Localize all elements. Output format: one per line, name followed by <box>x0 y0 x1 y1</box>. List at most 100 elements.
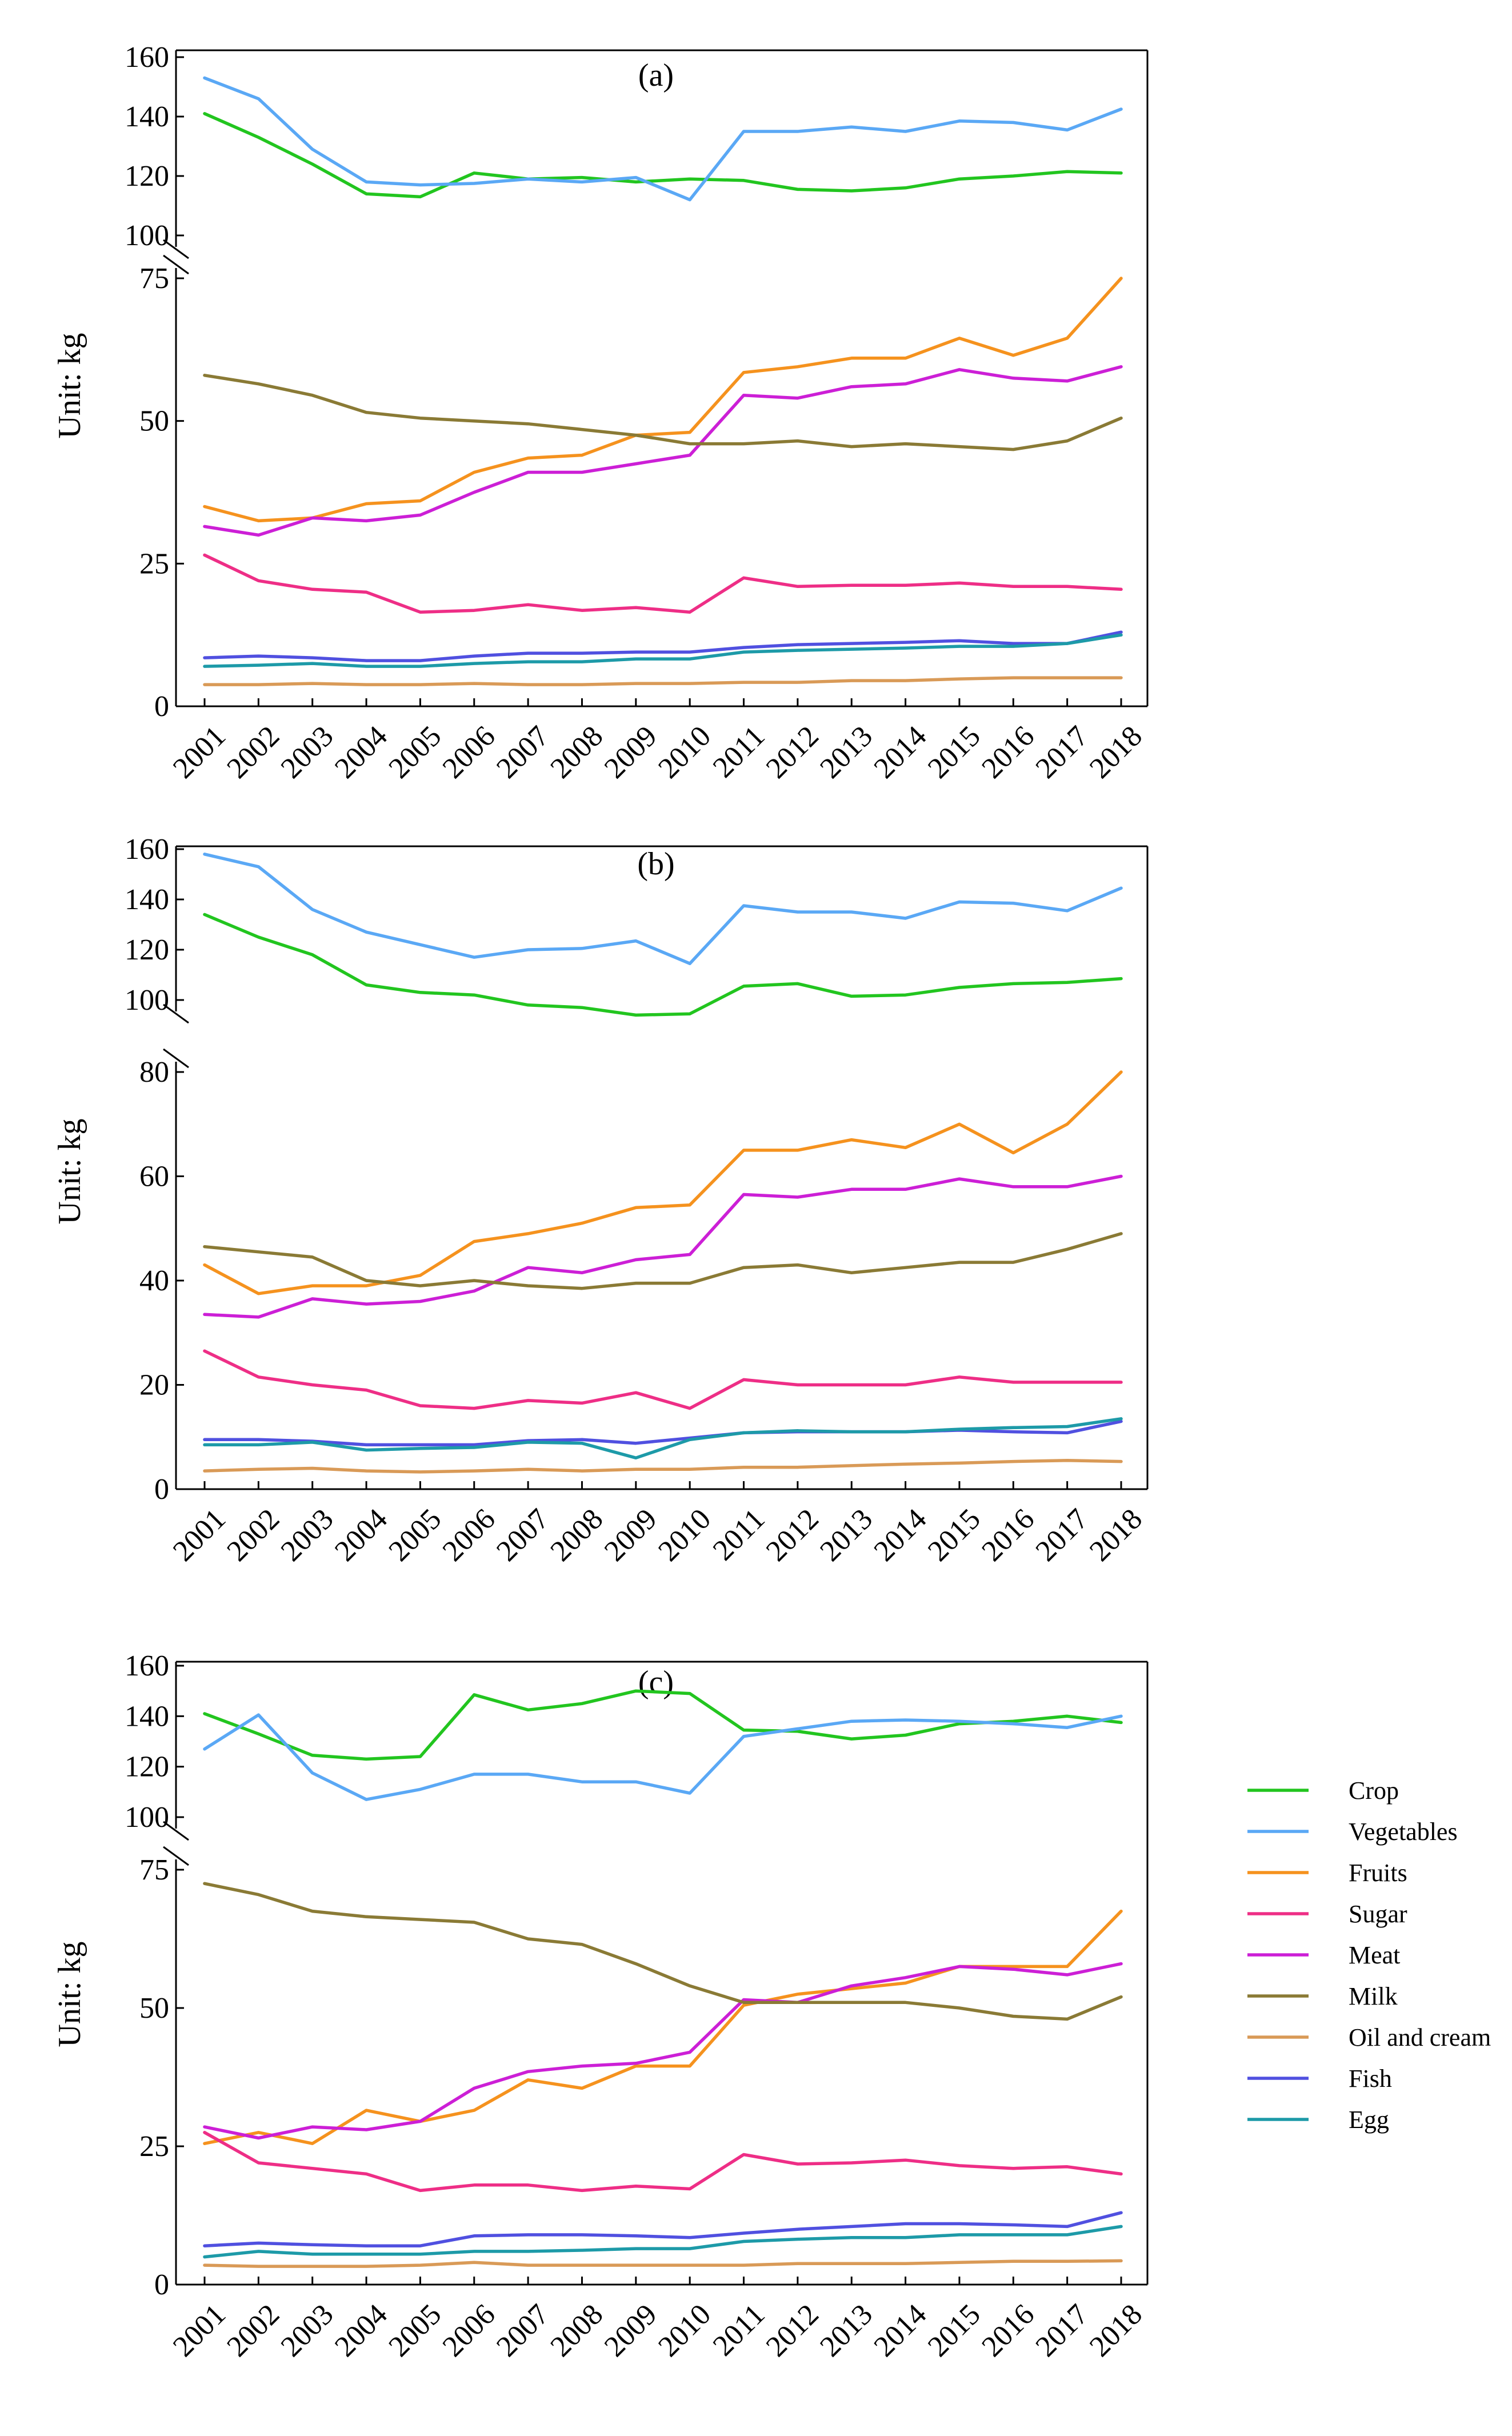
x-tick-label: 2018 <box>1083 720 1149 785</box>
legend-item-crop: Crop <box>1247 1777 1399 1805</box>
series-line-milk <box>203 1882 1123 2021</box>
x-tick-label: 2002 <box>221 2298 286 2363</box>
legend-label: Vegetables <box>1349 1818 1458 1846</box>
x-tick-label: 2001 <box>167 720 232 785</box>
series-line-crop <box>203 112 1123 199</box>
y-tick-label: 100 <box>125 984 169 1017</box>
legend-label: Crop <box>1349 1777 1399 1805</box>
axis-break-upper <box>163 239 189 259</box>
x-tick-label: 2006 <box>437 2298 502 2363</box>
panel-a: 1001201401600255075200120022003200420052… <box>52 41 1149 785</box>
x-tick-label: 2007 <box>490 1503 555 1568</box>
x-tick-label: 2016 <box>975 2298 1041 2363</box>
series-line-vegetables <box>203 76 1123 202</box>
panel-label: (b) <box>637 846 674 882</box>
x-tick-label: 2004 <box>329 2298 394 2363</box>
axis-break-upper <box>163 1821 189 1841</box>
x-tick-label: 2017 <box>1030 720 1095 785</box>
x-tick-label: 2018 <box>1083 1503 1149 1568</box>
y-tick-label: 0 <box>154 1473 169 1506</box>
axis-break-lower <box>163 1048 189 1069</box>
series-line-milk <box>203 1232 1123 1290</box>
series-line-fruits <box>203 1909 1123 2145</box>
x-tick-label: 2015 <box>922 720 987 785</box>
x-tick-label: 2012 <box>760 2298 825 2363</box>
axis-break-lower <box>163 254 189 275</box>
x-tick-label: 2004 <box>329 720 394 785</box>
x-tick-label: 2016 <box>975 720 1041 785</box>
series-line-sugar <box>203 553 1123 614</box>
x-tick-label: 2015 <box>922 1503 987 1568</box>
y-tick-label: 140 <box>125 883 169 916</box>
x-tick-label: 2002 <box>221 720 286 785</box>
legend-label: Oil and cream <box>1349 2023 1491 2051</box>
x-tick-label: 2015 <box>922 2298 987 2363</box>
series-line-fish <box>203 2211 1123 2247</box>
series-line-meat <box>203 365 1123 537</box>
x-tick-label: 2011 <box>707 2298 771 2362</box>
x-tick-label: 2011 <box>707 720 771 784</box>
series-line-meat <box>203 1962 1123 2140</box>
y-tick-label: 140 <box>125 1700 169 1733</box>
axis-break-upper <box>163 1003 189 1024</box>
y-tick-label: 75 <box>139 262 169 295</box>
x-tick-label: 2014 <box>868 2298 933 2363</box>
x-tick-label: 2008 <box>545 2298 610 2363</box>
y-tick-label: 60 <box>139 1161 169 1193</box>
panel-label: (a) <box>638 58 674 93</box>
legend-item-sugar: Sugar <box>1247 1900 1407 1928</box>
x-tick-label: 2003 <box>275 720 340 785</box>
x-tick-label: 2011 <box>707 1503 771 1567</box>
x-tick-label: 2004 <box>329 1503 394 1568</box>
y-tick-label: 0 <box>154 690 169 723</box>
series-line-fruits <box>203 277 1123 523</box>
x-tick-label: 2008 <box>545 720 610 785</box>
y-tick-label: 25 <box>139 547 169 580</box>
x-tick-label: 2005 <box>383 2298 448 2363</box>
legend-label: Milk <box>1349 1982 1398 2010</box>
y-tick-label: 160 <box>125 1650 169 1682</box>
legend-item-vegetables: Vegetables <box>1247 1818 1458 1846</box>
y-axis-title: Unit: kg <box>52 1941 87 2047</box>
y-tick-label: 120 <box>125 934 169 966</box>
y-axis-title: Unit: kg <box>52 1118 87 1224</box>
series-line-vegetables <box>203 853 1123 965</box>
x-tick-label: 2012 <box>760 1503 825 1568</box>
x-tick-label: 2013 <box>814 720 879 785</box>
panel-b: 1001201401600204060802001200220032004200… <box>52 833 1149 1567</box>
y-tick-label: 160 <box>125 41 169 74</box>
y-tick-label: 40 <box>139 1265 169 1297</box>
x-tick-label: 2003 <box>275 1503 340 1568</box>
x-tick-label: 2007 <box>490 720 555 785</box>
y-tick-label: 120 <box>125 1751 169 1783</box>
y-tick-label: 100 <box>125 219 169 252</box>
x-tick-label: 2010 <box>652 720 717 785</box>
x-tick-label: 2016 <box>975 1503 1041 1568</box>
x-tick-label: 2006 <box>437 720 502 785</box>
x-tick-label: 2005 <box>383 720 448 785</box>
series-line-crop <box>203 913 1123 1017</box>
legend-item-egg: Egg <box>1247 2106 1389 2134</box>
x-tick-label: 2014 <box>868 720 933 785</box>
x-tick-label: 2010 <box>652 1503 717 1568</box>
legend-label: Fish <box>1349 2065 1392 2093</box>
y-tick-label: 100 <box>125 1801 169 1834</box>
series-line-egg <box>203 633 1123 668</box>
y-tick-label: 50 <box>139 405 169 438</box>
series-line-sugar <box>203 1349 1123 1410</box>
y-tick-label: 80 <box>139 1056 169 1089</box>
series-line-oil-and-cream <box>203 2259 1123 2268</box>
y-tick-label: 140 <box>125 101 169 133</box>
legend-item-fruits: Fruits <box>1247 1859 1407 1887</box>
panel-label: (c) <box>638 1665 674 1700</box>
y-tick-label: 75 <box>139 1854 169 1886</box>
y-tick-label: 160 <box>125 833 169 866</box>
x-tick-label: 2002 <box>221 1503 286 1568</box>
legend-label: Egg <box>1349 2106 1389 2134</box>
series-line-oil-and-cream <box>203 676 1123 686</box>
x-tick-label: 2010 <box>652 2298 717 2363</box>
series-line-vegetables <box>203 1713 1123 1801</box>
y-tick-label: 120 <box>125 160 169 193</box>
series-line-fruits <box>203 1070 1123 1295</box>
x-tick-label: 2009 <box>598 2298 663 2363</box>
